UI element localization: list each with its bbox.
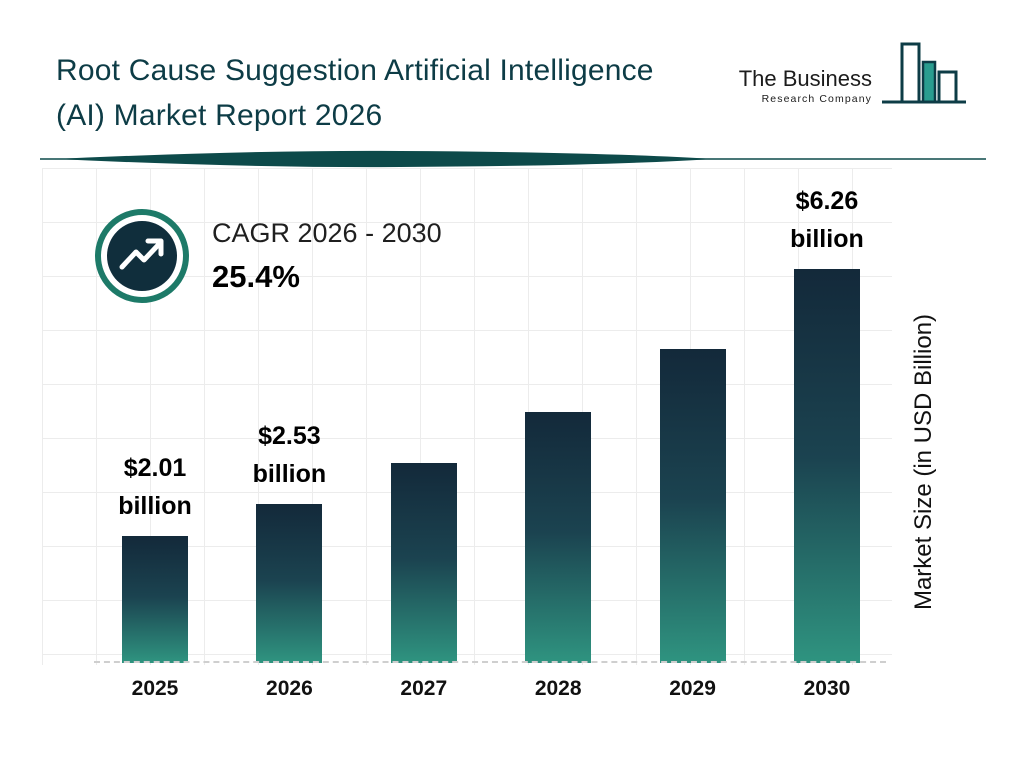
company-logo-text: The Business Research Company bbox=[739, 66, 872, 105]
bar-chart: $2.01 billion 2025 $2.53 billion 2026 2027… bbox=[118, 178, 864, 701]
bar-column-2026: $2.53 billion 2026 bbox=[253, 178, 327, 701]
bar-column-2028: 2028 bbox=[523, 178, 593, 700]
bar-column-2030: $6.26 billion 2030 bbox=[790, 178, 864, 701]
x-axis-label: 2030 bbox=[803, 677, 851, 700]
page-title: Root Cause Suggestion Artificial Intelli… bbox=[56, 54, 654, 132]
bar-value-label: $6.26 billion bbox=[790, 186, 864, 254]
divider-line bbox=[40, 150, 986, 168]
x-axis-label: 2028 bbox=[534, 677, 582, 700]
bar-2028 bbox=[525, 412, 592, 663]
x-axis-label: 2029 bbox=[669, 677, 716, 700]
bar-value-label: $2.53 billion bbox=[252, 421, 327, 489]
x-axis-label: 2026 bbox=[266, 677, 313, 700]
company-name: The Business bbox=[738, 66, 872, 91]
company-subname: Research Company bbox=[761, 93, 872, 105]
chart-baseline bbox=[94, 661, 886, 663]
bar-chart-logo-icon bbox=[882, 42, 966, 104]
cagr-block: CAGR 2026 - 2030 25.4% bbox=[212, 218, 442, 295]
company-logo: The Business Research Company bbox=[739, 38, 972, 116]
trend-arrow-icon bbox=[95, 209, 189, 303]
bar-column-2029: 2029 bbox=[658, 178, 728, 700]
bar-2030 bbox=[793, 269, 860, 663]
bar-column-2027: 2027 bbox=[389, 178, 459, 700]
bar-column-2025: $2.01 billion 2025 bbox=[118, 178, 192, 701]
x-axis-label: 2025 bbox=[131, 677, 179, 700]
bar-2029 bbox=[659, 349, 726, 663]
x-axis-label: 2027 bbox=[400, 677, 448, 700]
cagr-value: 25.4% bbox=[212, 259, 300, 294]
y-axis-label: Market Size (in USD Billion) bbox=[910, 313, 937, 611]
bar-value-label: $2.01 billion bbox=[118, 453, 192, 521]
bar-2026 bbox=[256, 504, 323, 663]
cagr-label: CAGR 2026 - 2030 bbox=[212, 218, 442, 248]
bar-2025 bbox=[122, 536, 188, 663]
bar-2027 bbox=[390, 463, 457, 663]
